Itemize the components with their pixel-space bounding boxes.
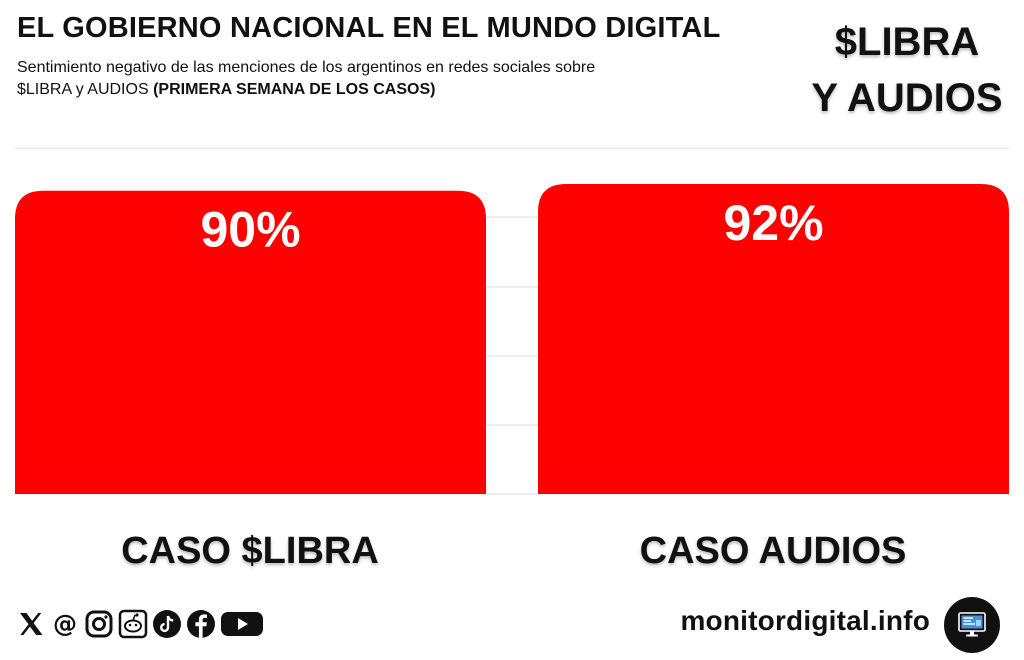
- value-label-audios: 92%: [723, 195, 823, 251]
- topic-heading: $LIBRA Y AUDIOS: [802, 14, 1012, 126]
- social-icons: @: [16, 609, 264, 639]
- topic-line-1: $LIBRA: [834, 20, 980, 64]
- subtitle-prefix: $LIBRA y AUDIOS: [17, 81, 154, 98]
- category-label-audios: CASO AUDIOS: [639, 530, 907, 572]
- youtube-icon[interactable]: [220, 609, 264, 639]
- bars: [15, 183, 1009, 494]
- svg-text:@: @: [53, 610, 77, 638]
- chart-subtitle: Sentimiento negativo de las menciones de…: [17, 57, 677, 101]
- tiktok-icon[interactable]: [152, 609, 182, 639]
- site-link[interactable]: monitordigital.info: [680, 605, 930, 636]
- value-label-libra: 90%: [200, 202, 300, 258]
- threads-icon[interactable]: @: [50, 609, 80, 639]
- monitor-glyph: [958, 612, 986, 637]
- subtitle-period: (PRIMERA SEMANA DE LOS CASOS): [153, 81, 436, 98]
- bar-audios: [538, 183, 1009, 494]
- value-labels: 90% 92%: [200, 195, 823, 258]
- subtitle-line-1: Sentimiento negativo de las menciones de…: [17, 59, 596, 76]
- header-divider: [15, 148, 1009, 149]
- facebook-icon[interactable]: [186, 609, 216, 639]
- reddit-icon[interactable]: [118, 609, 148, 639]
- x-icon[interactable]: [16, 609, 46, 639]
- bar-libra: [15, 190, 486, 494]
- subtitle-line-2: $LIBRA y AUDIOS (PRIMERA SEMANA DE LOS C…: [17, 79, 677, 101]
- topic-line-2: Y AUDIOS: [811, 76, 1003, 120]
- category-label-libra: CASO $LIBRA: [121, 530, 379, 572]
- chart-title: EL GOBIERNO NACIONAL EN EL MUNDO DIGITAL: [17, 12, 721, 44]
- grid-lines: [486, 216, 538, 495]
- bar-chart: 90% 92%: [15, 183, 1009, 495]
- instagram-icon[interactable]: [84, 609, 114, 639]
- monitor-icon[interactable]: [944, 597, 1000, 653]
